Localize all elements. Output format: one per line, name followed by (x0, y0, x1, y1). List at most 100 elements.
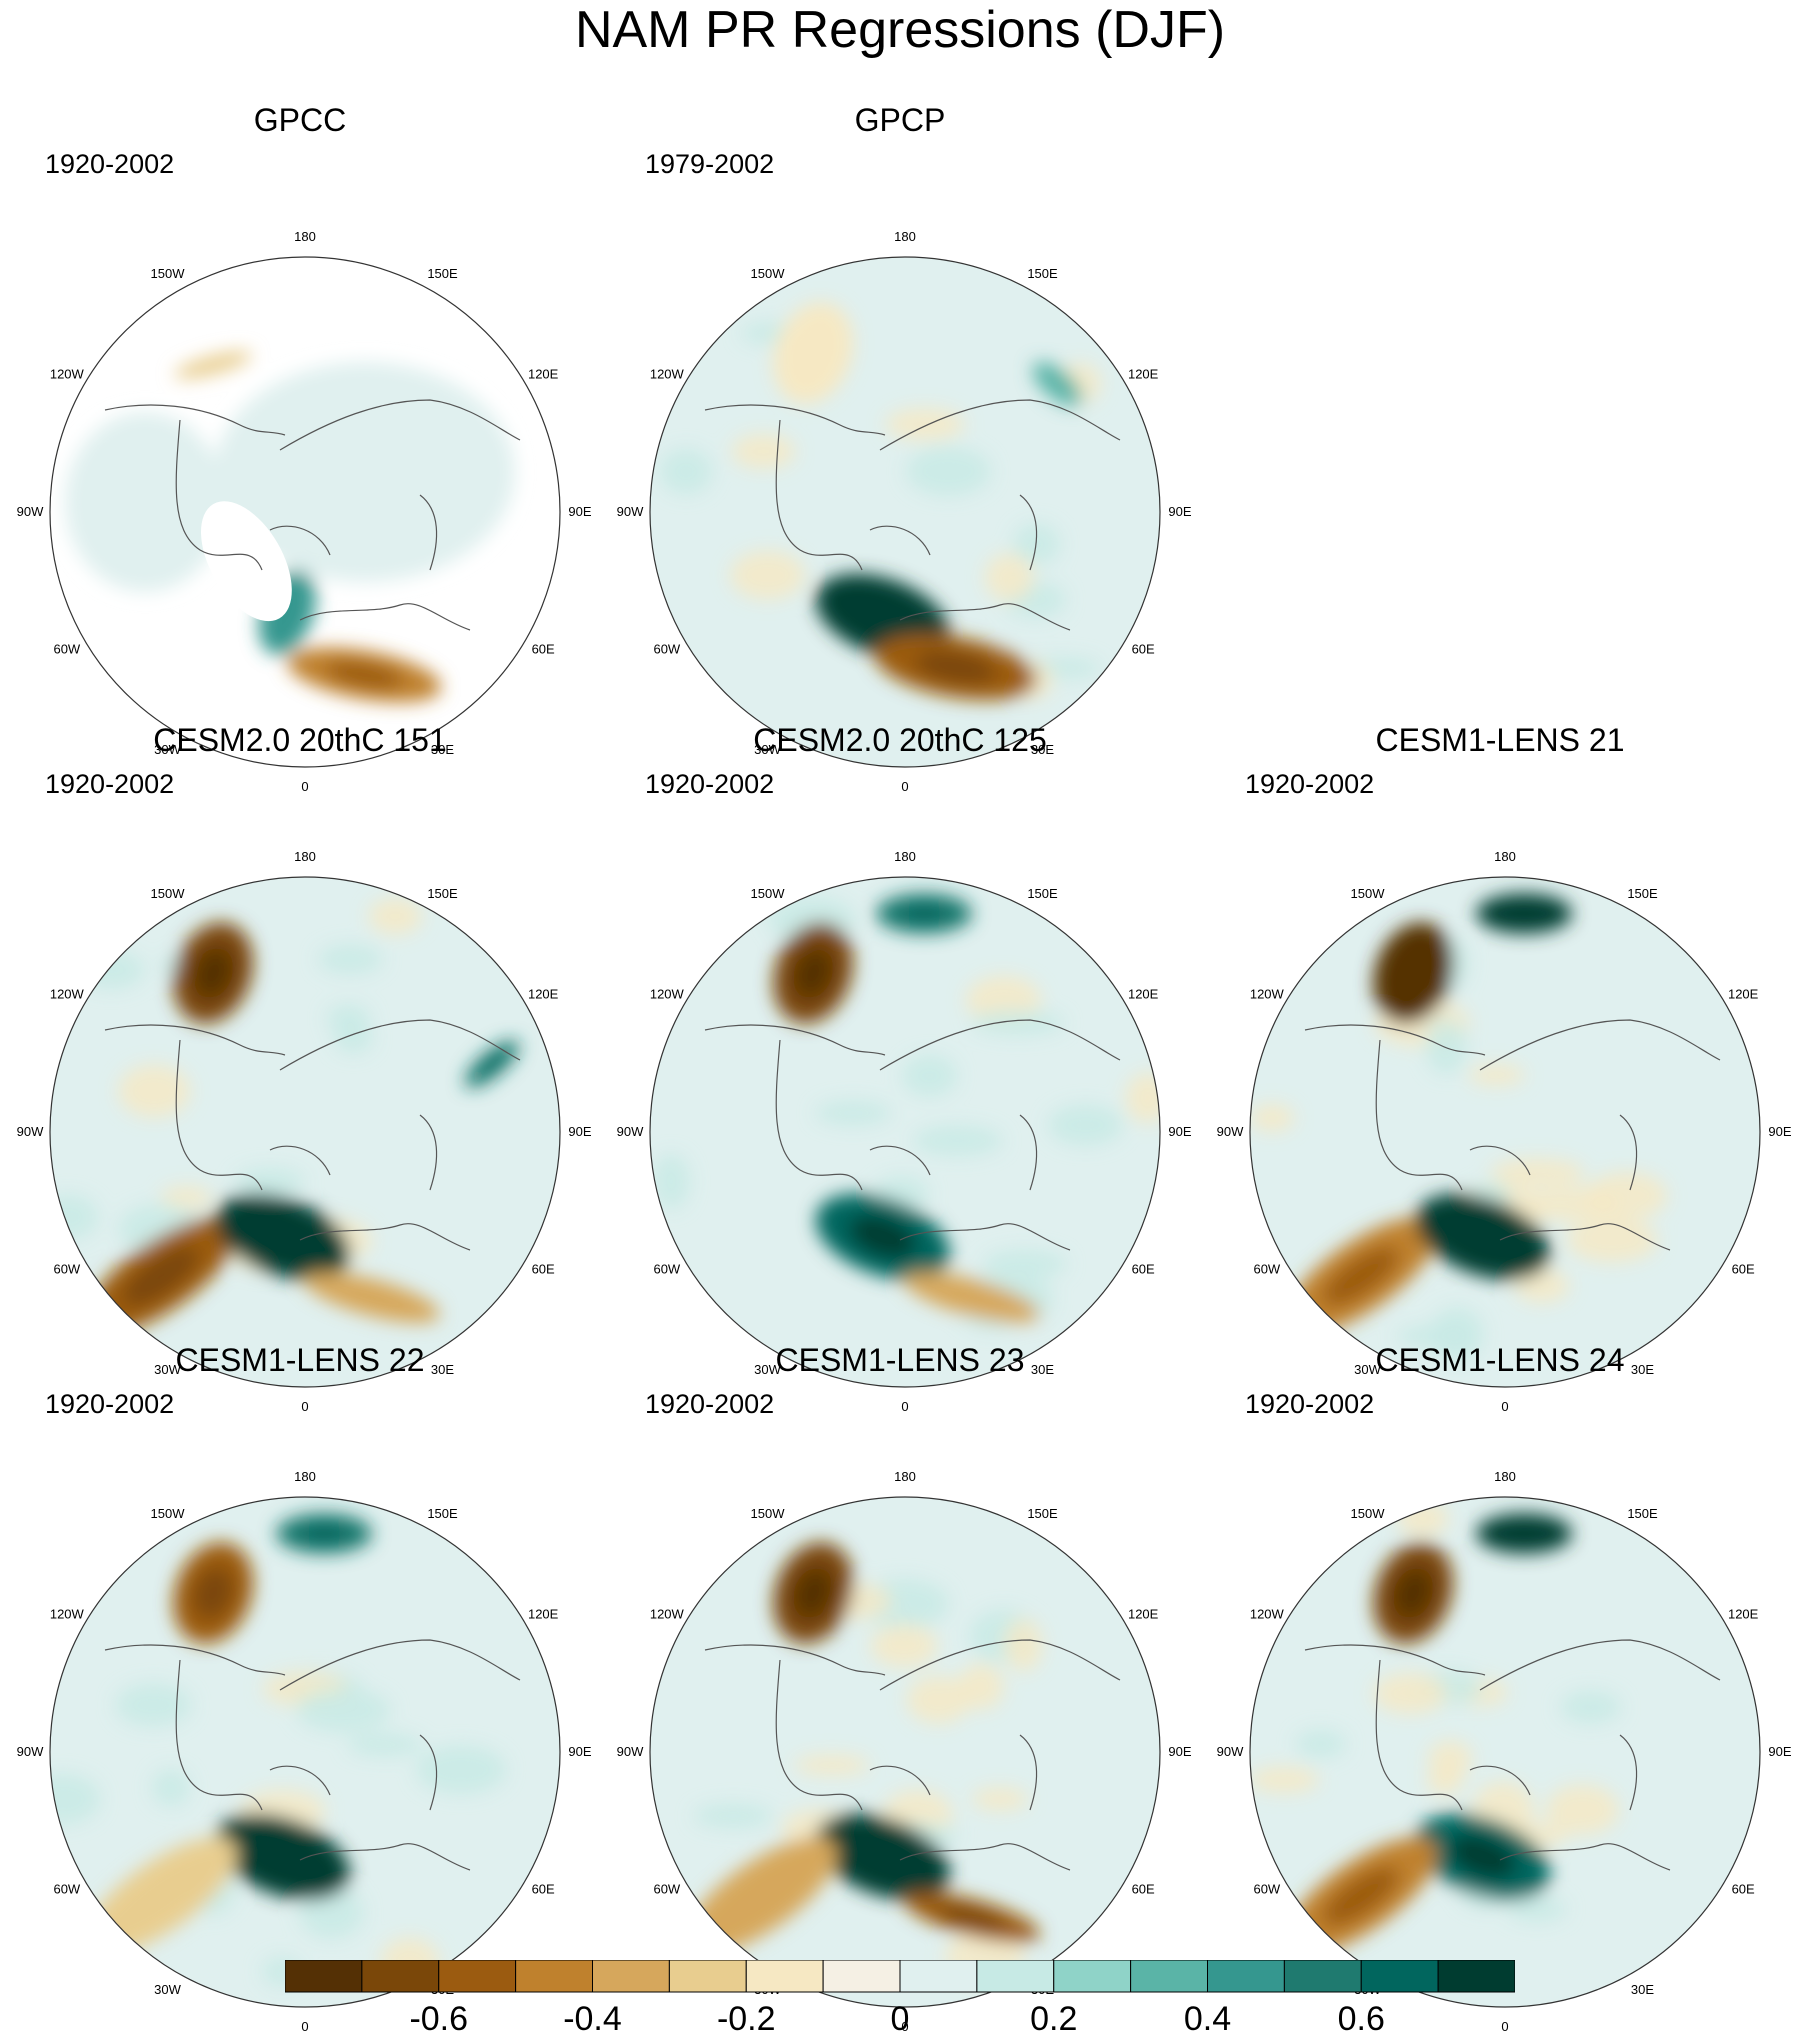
coastline (1375, 1659, 1463, 1811)
anomaly-core (1500, 1523, 1549, 1544)
panel-title: CESM1-LENS 24 (1375, 1342, 1625, 1378)
anomaly-core (478, 1052, 506, 1076)
coastline (419, 494, 438, 571)
colorbar-swatch (1053, 1960, 1132, 1993)
anomaly-texture (416, 1745, 507, 1795)
panel-title: CESM1-LENS 23 (775, 1342, 1025, 1378)
longitude-label: 90E (1168, 504, 1191, 519)
longitude-label: 120W (1250, 987, 1285, 1002)
anomaly-texture (984, 553, 1034, 602)
longitude-label: 90W (1217, 1744, 1244, 1759)
map-boundary (1249, 876, 1761, 1388)
colorbar-swatch (822, 1960, 901, 1993)
longitude-label: 120W (1250, 1607, 1285, 1622)
coastline (1499, 1223, 1671, 1251)
colorbar-swatch (438, 1960, 517, 1993)
anomaly-texture (118, 1064, 191, 1118)
coastline (775, 1659, 863, 1811)
colorbar-tick-label: -0.2 (717, 2000, 776, 2038)
longitude-label: 120W (650, 987, 685, 1002)
anomaly-texture (1545, 1784, 1620, 1835)
map-panel: CESM2.0 20thC 151 1920-2002 180 150E 120E 90E… (0, 720, 600, 1414)
longitude-label: 0 (301, 779, 308, 794)
longitude-label: 60E (532, 642, 555, 657)
longitude-label: 60E (532, 1882, 555, 1897)
map-panel: GPCC 1920-2002 180 150E 120E 90E 60E 30E 0 30W 60W… (0, 100, 600, 794)
colorbar-swatch (592, 1960, 670, 1993)
anomaly-core (1322, 1866, 1399, 1926)
longitude-label: 90E (568, 504, 591, 519)
panel-period: 1920-2002 (1245, 1389, 1375, 1419)
longitude-label: 0 (301, 2019, 308, 2034)
longitude-label: 180 (894, 229, 916, 244)
anomaly-texture (1373, 1672, 1447, 1715)
anomaly-core (1393, 947, 1434, 999)
longitude-label: 180 (294, 849, 316, 864)
anomaly-texture (296, 1688, 391, 1733)
coastline (104, 1024, 286, 1056)
anomaly-texture (1428, 1740, 1473, 1778)
anomaly-core (1449, 1835, 1517, 1879)
coastline (1304, 1644, 1486, 1676)
map-boundary (49, 256, 561, 768)
panel-period: 1979-2002 (645, 149, 775, 179)
coastline (175, 1039, 263, 1191)
anomaly-core (122, 1246, 199, 1306)
figure-title: NAM PR Regressions (DJF) (574, 1, 1226, 59)
anomaly-core (1322, 1246, 1399, 1306)
longitude-label: 30W (754, 1362, 781, 1377)
longitude-label: 60W (1253, 1882, 1280, 1897)
anomaly-core (849, 595, 917, 639)
longitude-label: 150W (1351, 1506, 1386, 1521)
longitude-label: 60E (1732, 1262, 1755, 1277)
anomaly-texture (50, 1773, 101, 1825)
longitude-label: 150E (1027, 1506, 1058, 1521)
longitude-label: 90W (1217, 1124, 1244, 1139)
anomaly-texture (65, 412, 225, 592)
longitude-label: 60E (1132, 1262, 1155, 1277)
longitude-label: 150E (1627, 886, 1658, 901)
longitude-label: 30E (1031, 1362, 1054, 1377)
anomaly-texture (958, 1663, 1004, 1710)
anomaly-texture (1004, 1619, 1043, 1672)
anomaly-texture (1250, 1766, 1320, 1793)
colorbar-tick-label: 0.6 (1338, 2000, 1385, 2038)
longitude-label: 120E (1128, 1607, 1159, 1622)
anomaly-texture (1125, 1072, 1160, 1124)
anomaly-core (249, 1215, 317, 1259)
anomaly-texture (1560, 1690, 1622, 1724)
longitude-label: 150W (1351, 886, 1386, 901)
longitude-label: 30W (154, 1362, 181, 1377)
longitude-label: 30E (431, 1362, 454, 1377)
anomaly-texture (215, 362, 515, 582)
coastline (279, 399, 521, 451)
longitude-label: 150E (1027, 886, 1058, 901)
coastline (104, 404, 286, 436)
anomaly-texture (50, 1194, 99, 1240)
anomaly-texture (1430, 1306, 1484, 1362)
panel-period: 1920-2002 (45, 1389, 175, 1419)
longitude-label: 180 (294, 1469, 316, 1484)
panel-period: 1920-2002 (1245, 769, 1375, 799)
map-boundary (49, 1496, 561, 2008)
anomaly-texture (333, 1022, 373, 1054)
map-boundary (649, 876, 1161, 1388)
longitude-label: 60E (532, 1262, 555, 1277)
anomaly-texture (317, 944, 383, 975)
coastline (879, 1019, 1121, 1071)
longitude-label: 30W (1354, 1362, 1381, 1377)
longitude-label: 90W (17, 1744, 44, 1759)
anomaly-texture (235, 1167, 306, 1196)
coastline (279, 1639, 521, 1691)
panel-period: 1920-2002 (645, 769, 775, 799)
coastline (704, 404, 886, 436)
anomaly-texture (902, 1054, 958, 1097)
map-panel: CESM2.0 20thC 125 1920-2002 180 150E 120E 90E… (600, 720, 1200, 1414)
anomaly-texture (912, 1125, 1003, 1157)
